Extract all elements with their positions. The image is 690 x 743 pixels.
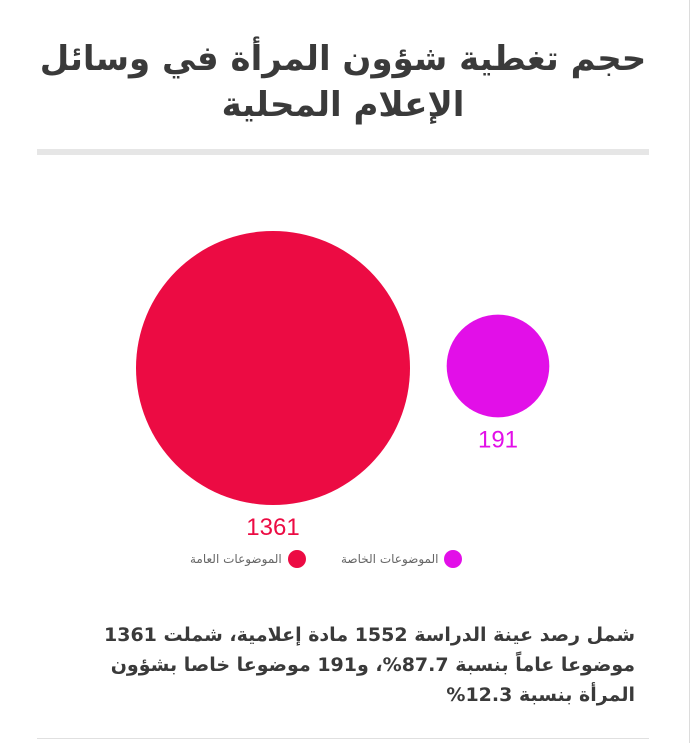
chart-legend: الموضوعات العامة الموضوعات الخاصة — [0, 550, 690, 574]
legend-item-general[interactable]: الموضوعات العامة — [190, 550, 306, 568]
bubble-women[interactable] — [446, 314, 550, 418]
summary-text: شمل رصد عينة الدراسة 1552 مادة إعلامية، … — [104, 624, 635, 706]
legend-swatch-general — [287, 550, 306, 568]
title-divider — [37, 149, 649, 155]
bubble-chart: 1361 191 — [136, 231, 550, 541]
bottom-divider — [37, 738, 649, 739]
legend-swatch-women — [444, 550, 463, 568]
bubble-value-label-women: 191 — [478, 426, 518, 453]
bubble-general[interactable] — [136, 231, 410, 505]
bubble-value-label-general: 1361 — [246, 514, 299, 541]
legend-label-general: الموضوعات العامة — [190, 552, 282, 566]
chart-title: حجم تغطية شؤون المرأة في وسائل الإعلام ا… — [39, 39, 647, 125]
legend-label-women: الموضوعات الخاصة — [341, 552, 439, 566]
legend-item-women[interactable]: الموضوعات الخاصة — [341, 550, 463, 568]
